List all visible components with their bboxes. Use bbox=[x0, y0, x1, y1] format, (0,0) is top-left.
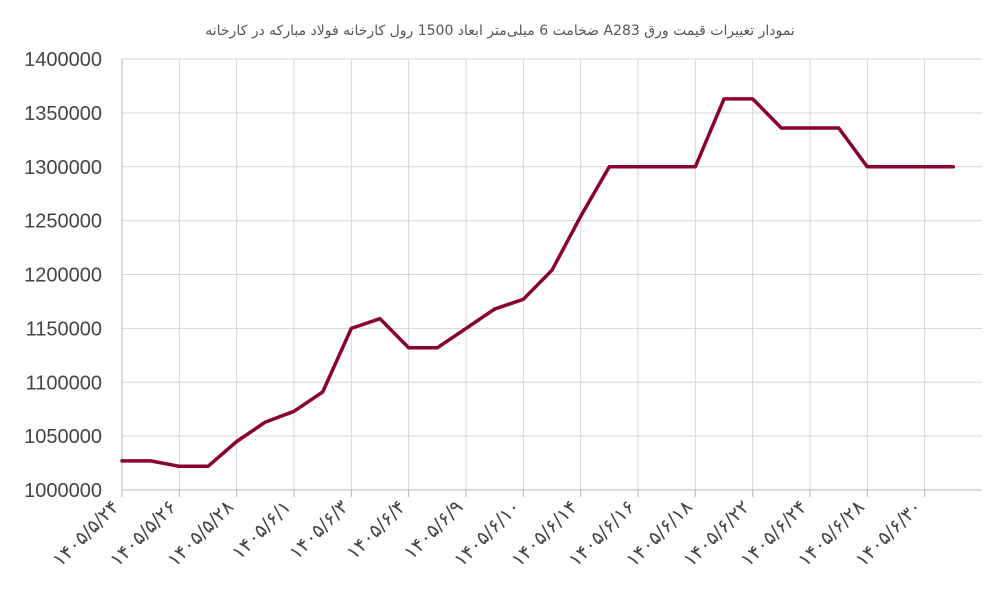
y-axis-tick-labels: 1000000 1050000 1100000 1150000 1200000 12500… bbox=[24, 49, 102, 502]
axes bbox=[121, 59, 982, 497]
x-tick-label: ۱۴۰۵/۶/۳ bbox=[285, 496, 353, 564]
chart-title: نمودار تغییرات قیمت ورق A283 ضخامت 6 میل… bbox=[205, 23, 795, 39]
y-tick-label: 1050000 bbox=[24, 426, 102, 448]
x-tick-label: ۱۴۰۵/۶/۴ bbox=[342, 496, 410, 564]
series-line bbox=[120, 97, 956, 469]
series-layer bbox=[120, 97, 956, 469]
y-tick-label: 1300000 bbox=[24, 157, 102, 179]
y-tick-label: 1100000 bbox=[26, 372, 102, 394]
x-tick-label: ۱۴۰۵/۶/۱ bbox=[228, 496, 296, 564]
y-tick-label: 1400000 bbox=[24, 49, 102, 71]
y-tick-label: 1200000 bbox=[24, 265, 102, 287]
grid-lines bbox=[122, 58, 982, 491]
y-tick-label: 1250000 bbox=[24, 211, 102, 233]
y-tick-label: 1350000 bbox=[24, 103, 102, 125]
y-tick-label: 1000000 bbox=[24, 480, 102, 502]
y-tick-label: 1150000 bbox=[26, 318, 102, 340]
x-axis-tick-labels: ۱۴۰۵/۵/۲۴۱۴۰۵/۵/۲۶۱۴۰۵/۵/۲۸۱۴۰۵/۶/۱۱۴۰۵/… bbox=[48, 496, 926, 571]
